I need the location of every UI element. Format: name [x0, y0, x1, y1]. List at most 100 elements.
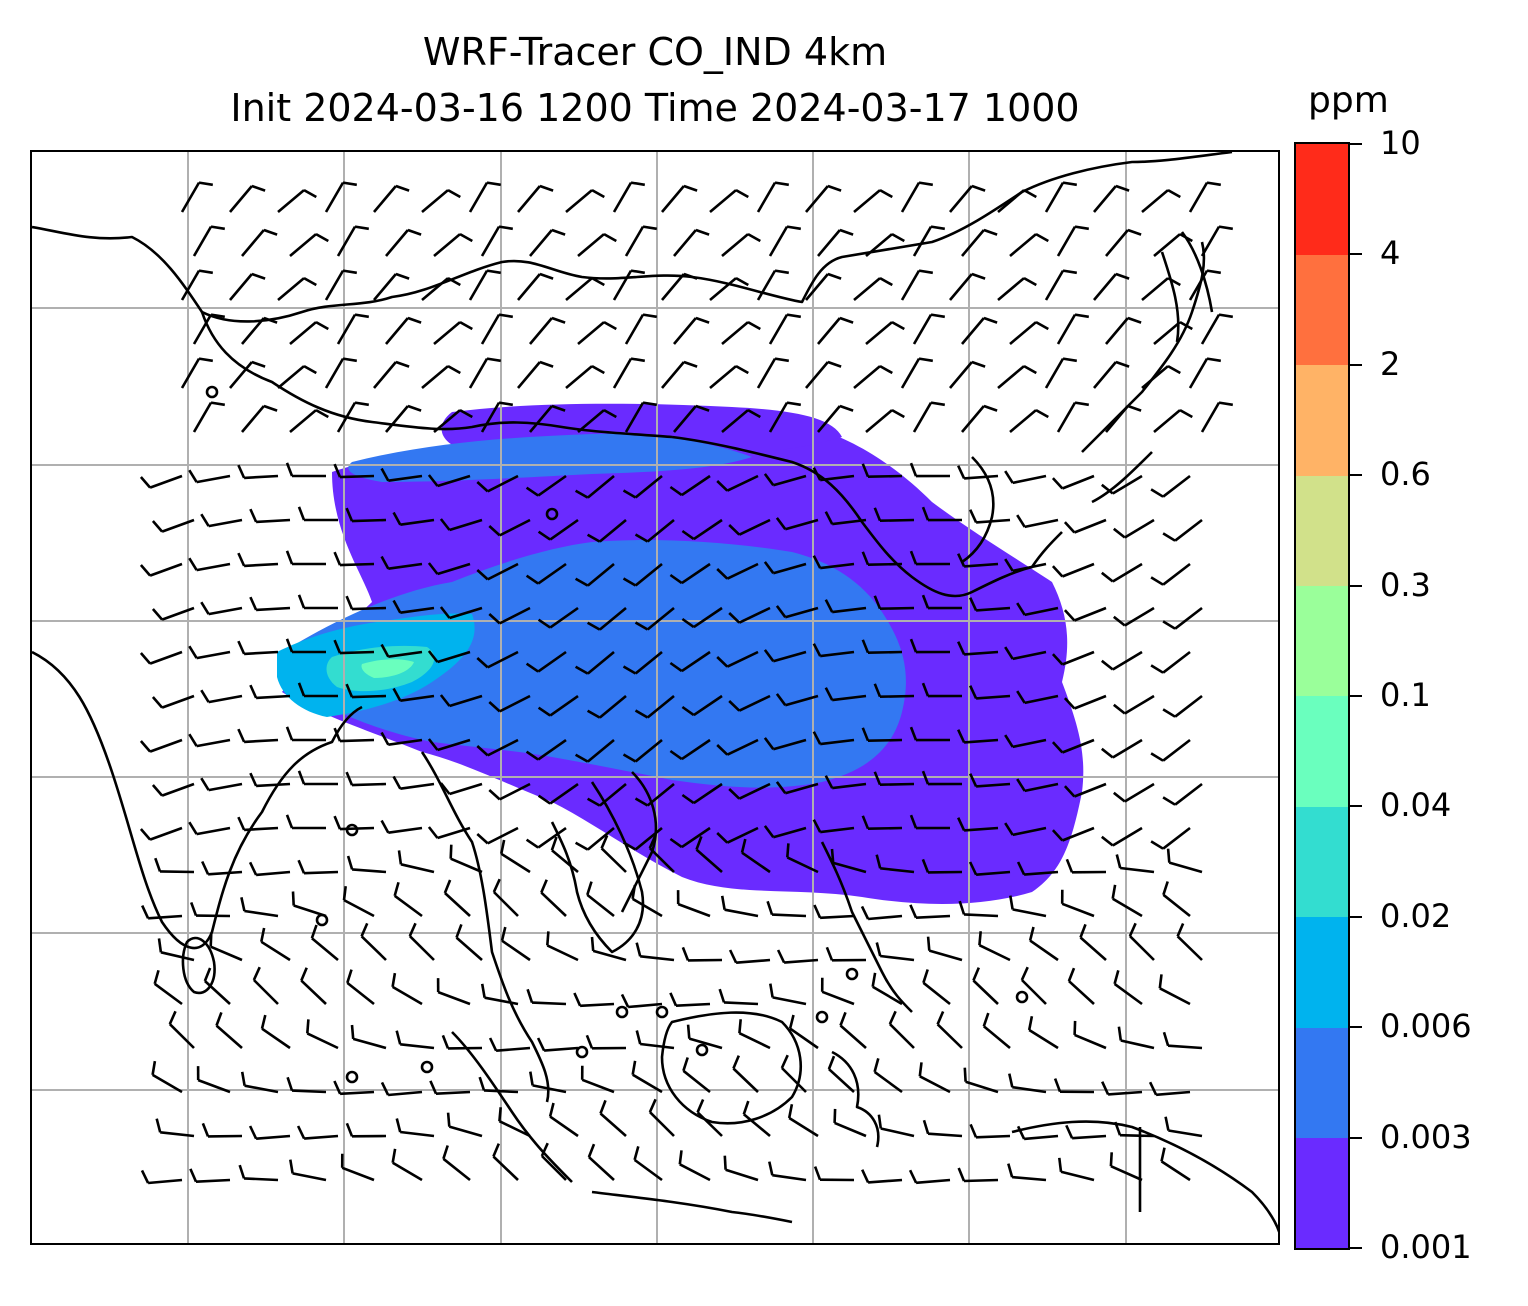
wind-barb-feather — [1218, 313, 1234, 319]
wind-barb — [499, 606, 531, 625]
wind-barb-feather — [728, 700, 741, 712]
wind-barb — [1141, 189, 1169, 213]
wind-barb — [540, 1155, 567, 1181]
wind-barb — [161, 782, 195, 797]
wind-barb-feather — [909, 638, 918, 653]
wind-barb — [1200, 401, 1221, 433]
colorbar-tick — [1350, 1026, 1362, 1029]
wind-barb — [1168, 1129, 1203, 1138]
wind-barb — [241, 317, 265, 345]
wind-barb-feather — [1004, 822, 1014, 836]
wind-barb — [1112, 562, 1143, 583]
wind-barb-feather — [982, 1012, 990, 1027]
wind-barb — [832, 861, 867, 874]
wind-barb — [540, 891, 567, 917]
tracer-region-mid-north — [348, 433, 752, 482]
wind-barb-feather — [498, 1107, 502, 1122]
wind-barb — [646, 518, 675, 543]
coastline-japan — [1081, 241, 1206, 504]
wind-barb — [484, 996, 519, 1006]
wind-barb-feather — [1162, 881, 1169, 896]
wind-barb — [1124, 606, 1155, 627]
wind-barb-feather — [683, 360, 698, 368]
wind-barb-feather — [488, 1037, 498, 1052]
wind-barb — [1153, 233, 1181, 257]
wind-barb-feather — [200, 513, 210, 527]
wind-barb — [634, 826, 663, 851]
wind-barb — [922, 981, 951, 1006]
wind-barb — [499, 694, 531, 713]
tracer-concentration-fill — [277, 403, 1084, 904]
wind-barb-feather — [427, 738, 439, 751]
wind-barb — [499, 518, 531, 537]
wind-barb-feather — [1016, 778, 1026, 792]
wind-barb-feather — [681, 529, 695, 541]
wind-barb-feather — [983, 404, 998, 412]
wind-barb — [517, 185, 541, 213]
wind-barb — [1105, 405, 1129, 433]
wind-barb-feather — [1115, 272, 1130, 280]
wind-barb — [229, 185, 253, 213]
wind-barb-feather — [742, 1100, 750, 1115]
colorbar-tick-label: 10 — [1380, 124, 1421, 162]
wind-barb-feather — [251, 360, 266, 368]
wind-barb-feather — [716, 568, 729, 580]
wind-barb — [1174, 694, 1203, 718]
wind-barb — [385, 405, 409, 433]
wind-barb-feather — [1160, 1147, 1166, 1162]
wind-barb — [598, 694, 627, 719]
wind-barb-feather — [427, 562, 439, 575]
wind-barb-feather — [139, 740, 152, 753]
wind-barb — [204, 980, 231, 1005]
colorbar-tick — [1350, 363, 1362, 366]
wind-barb — [964, 738, 999, 744]
coastline-java — [591, 1190, 793, 1224]
wind-barb-feather — [1016, 602, 1026, 616]
wind-barb-feather — [476, 745, 489, 757]
wind-barb-feather — [209, 932, 213, 947]
wind-barb — [360, 935, 387, 961]
wind-barb — [963, 913, 999, 918]
wind-barb-feather — [1023, 276, 1037, 287]
wind-barb-feather — [972, 967, 980, 982]
wind-barb — [1176, 935, 1203, 961]
wind-barb — [1168, 1044, 1203, 1050]
wind-barb — [726, 650, 759, 668]
wind-barb — [1068, 980, 1095, 1005]
wind-barb — [400, 518, 435, 526]
wind-barb — [805, 185, 829, 213]
calm-wind-marker — [1015, 990, 1029, 1004]
wind-barb-feather — [525, 750, 539, 761]
colorbar-tick-label: 0.001 — [1380, 1228, 1472, 1266]
wind-barb — [675, 1002, 711, 1007]
wind-barb-feather — [839, 1011, 847, 1026]
wind-barb — [1159, 987, 1191, 1006]
wind-barb-feather — [574, 577, 589, 587]
wind-barb-feather — [971, 272, 986, 280]
wind-barb-feather — [1062, 269, 1078, 275]
wind-barb-feather — [427, 826, 439, 839]
wind-barb — [304, 1134, 339, 1140]
wind-barb — [495, 1046, 531, 1052]
wind-barb-feather — [591, 188, 605, 199]
colorbar-tick-label: 0.003 — [1380, 1117, 1472, 1156]
wind-barb — [255, 870, 291, 877]
wind-barb — [865, 321, 893, 345]
wind-barb — [351, 782, 387, 787]
wind-barb — [577, 233, 605, 257]
wind-barb — [1024, 870, 1059, 876]
wind-barb — [1073, 518, 1107, 534]
wind-barb-feather — [824, 687, 834, 701]
wind-barb-feather — [775, 605, 787, 618]
wind-barb-feather — [1100, 747, 1114, 759]
wind-barb-feather — [716, 744, 729, 756]
wind-barb — [1023, 1134, 1059, 1141]
wind-barb-feather — [249, 596, 258, 611]
wind-barb — [161, 694, 195, 709]
wind-barb — [820, 650, 855, 658]
wind-barb-feather — [681, 705, 695, 717]
wind-barb-feather — [1028, 926, 1035, 941]
calm-wind-marker — [695, 1043, 709, 1057]
wind-barb-feather — [540, 1142, 549, 1157]
wind-barb — [260, 940, 291, 962]
